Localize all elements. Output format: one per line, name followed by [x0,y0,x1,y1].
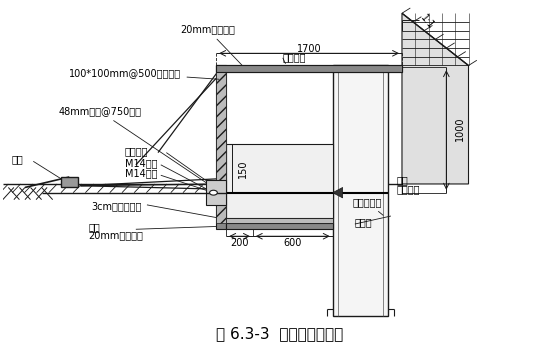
Text: 临时支撑: 临时支撑 [283,52,306,62]
Text: 200: 200 [230,238,249,247]
Text: 1000: 1000 [455,117,465,141]
Bar [226,223,333,229]
Bar [216,65,402,72]
Bar [226,144,333,218]
Text: M14螺帽: M14螺帽 [125,158,157,168]
Text: 1700: 1700 [297,44,321,54]
Bar [333,65,388,316]
Polygon shape [402,13,469,184]
Bar [61,177,78,188]
Text: 600: 600 [283,238,302,247]
Text: 梁底标高: 梁底标高 [396,184,420,194]
Text: 地锚: 地锚 [11,155,23,165]
Text: 山型扣件: 山型扣件 [125,146,148,156]
Text: 48mm钢管@750支撑: 48mm钢管@750支撑 [58,106,208,184]
Text: 钻孔桩: 钻孔桩 [355,217,372,227]
Text: 底模: 底模 [88,223,100,233]
Text: 3cm砂浆找平层: 3cm砂浆找平层 [91,202,142,212]
Text: M14螺杆: M14螺杆 [125,169,157,178]
Text: 钻孔桩主筋: 钻孔桩主筋 [352,197,383,215]
Text: 20mm厚竹胶板: 20mm厚竹胶板 [180,24,242,65]
Text: 1:1: 1:1 [419,13,436,31]
Polygon shape [333,188,343,198]
Bar [216,65,402,72]
Text: 焊接: 焊接 [396,176,408,185]
Text: 图 6.3-3  圈梁施工示意图: 图 6.3-3 圈梁施工示意图 [216,326,344,341]
Text: 150: 150 [239,159,249,178]
Bar [206,181,226,205]
Bar [226,218,333,223]
Text: 20mm厚竹胶板: 20mm厚竹胶板 [88,230,143,240]
Circle shape [209,190,217,195]
Bar [216,65,226,229]
Bar [216,72,226,223]
Text: 100*100mm@500方木支撑: 100*100mm@500方木支撑 [69,68,219,79]
